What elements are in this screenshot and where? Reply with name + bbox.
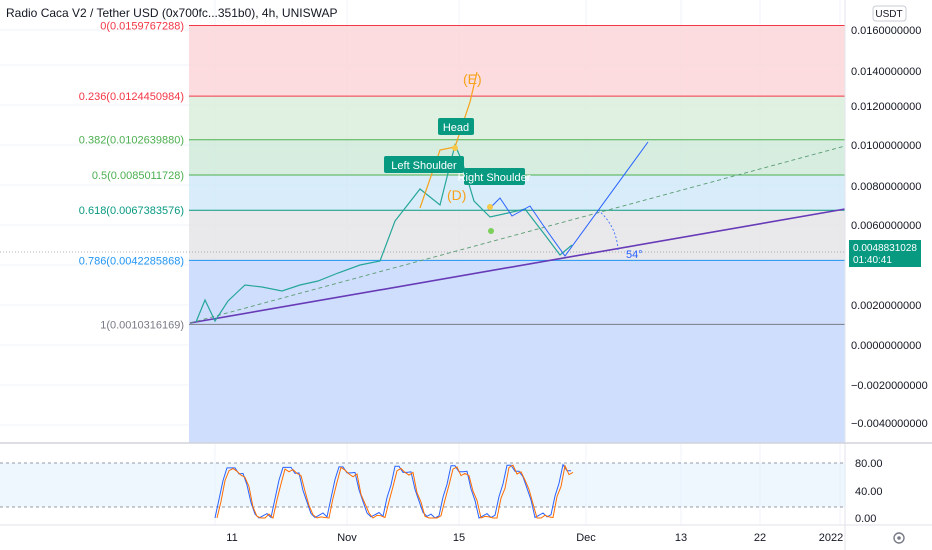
fib-zone xyxy=(189,96,845,140)
price-axis-background xyxy=(845,0,932,550)
time-axis-tick: Dec xyxy=(576,532,596,544)
oscillator-axis-ticks: 80.00 40.00 0.00 xyxy=(855,458,883,525)
head-callout[interactable]: Head xyxy=(438,118,474,135)
svg-text:USDT: USDT xyxy=(875,9,902,20)
countdown-timer: 01:40:41 xyxy=(853,255,892,266)
price-axis-tick: 0.0100000000 xyxy=(851,140,921,152)
wave-marker xyxy=(487,204,493,210)
fib-level-label: 1(0.0010316169) xyxy=(100,319,184,331)
wave-e-label: (E) xyxy=(463,71,482,87)
price-axis-tick: 0.0140000000 xyxy=(851,66,921,78)
price-series-line xyxy=(195,143,573,323)
chart-title: Radio Caca V2 / Tether USD (0x700fc...35… xyxy=(6,6,338,20)
price-axis-tick: 0.0060000000 xyxy=(851,220,921,232)
fib-zone xyxy=(189,25,845,97)
fib-level-label: 0(0.0159767288) xyxy=(100,20,184,32)
last-price-value: 0.0048831028 xyxy=(853,243,917,254)
price-axis-tick: 0.0020000000 xyxy=(851,300,921,312)
fib-level-label: 0.5(0.0085011728) xyxy=(92,170,184,182)
price-axis-tick: 0.0120000000 xyxy=(851,101,921,113)
projection-path[interactable] xyxy=(487,141,649,257)
time-axis-tick: 11 xyxy=(226,532,237,544)
stoch-band-fill xyxy=(0,463,845,507)
fib-retracement[interactable] xyxy=(189,25,845,443)
fib-zone xyxy=(189,210,845,261)
fib-level-label: 0.618(0.0067383576) xyxy=(79,205,184,217)
time-axis-tick: 15 xyxy=(453,532,465,544)
svg-text:Right Shoulder: Right Shoulder xyxy=(458,172,531,184)
angle-label: 54° xyxy=(626,249,643,261)
price-axis-tick: −0.0020000000 xyxy=(851,380,928,392)
fib-zone xyxy=(189,324,845,443)
fib-level-label: 0.786(0.0042285868) xyxy=(79,255,184,267)
currency-badge[interactable]: USDT xyxy=(872,5,907,22)
price-axis-tick: 0.0000000000 xyxy=(851,340,921,352)
fib-level-label: 0.382(0.0102639880) xyxy=(79,135,184,147)
fib-zone xyxy=(189,260,845,325)
dashed-trendline[interactable] xyxy=(189,145,846,324)
support-trendline[interactable] xyxy=(189,208,846,324)
wave-marker xyxy=(488,228,494,234)
time-axis-tick: 22 xyxy=(754,532,766,544)
price-axis-ticks: 0.0160000000 0.0140000000 0.0120000000 0.01… xyxy=(851,25,928,430)
fib-level-labels: 0(0.0159767288) 0.236(0.0124450984) 0.382(… xyxy=(79,20,184,331)
time-axis-tick: 13 xyxy=(675,532,687,544)
settings-gear-icon[interactable] xyxy=(893,532,905,544)
wave-marker xyxy=(452,145,458,151)
time-axis-tick: 2022 xyxy=(819,532,843,544)
fib-level-label: 0.236(0.0124450984) xyxy=(79,91,184,103)
price-axis-tick: −0.0040000000 xyxy=(851,418,928,430)
fib-level-lines xyxy=(189,24,845,325)
oscillator-axis-tick: 80.00 xyxy=(855,458,883,470)
left-shoulder-callout[interactable]: Left Shoulder xyxy=(384,156,464,173)
time-axis-ticks: 11 Nov 15 Dec 13 22 2022 xyxy=(226,532,843,544)
oscillator-axis-tick: 0.00 xyxy=(855,513,876,525)
stoch-d-line xyxy=(216,464,574,519)
svg-text:Head: Head xyxy=(443,122,469,134)
time-axis-tick: Nov xyxy=(337,532,357,544)
wave-d-label: (D) xyxy=(447,187,466,203)
price-axis-tick: 0.0080000000 xyxy=(851,181,921,193)
svg-text:Left Shoulder: Left Shoulder xyxy=(391,160,457,172)
right-shoulder-callout[interactable]: Right Shoulder xyxy=(458,168,531,185)
oscillator-axis-tick: 40.00 xyxy=(855,486,883,498)
last-price-tag: 0.0048831028 01:40:41 xyxy=(849,240,921,267)
price-axis-tick: 0.0160000000 xyxy=(851,25,921,37)
